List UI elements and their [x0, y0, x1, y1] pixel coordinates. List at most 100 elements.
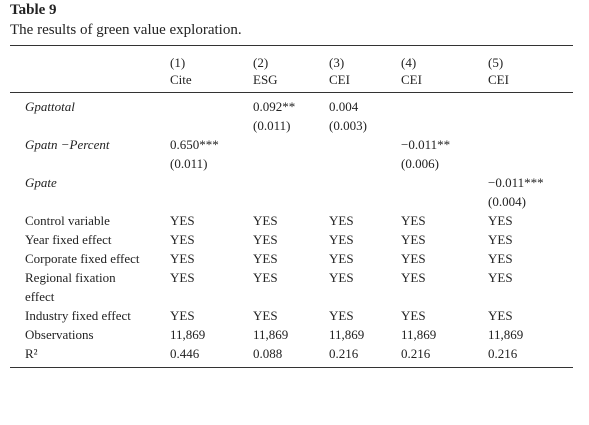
header-line: Cite	[170, 72, 192, 87]
cell-line: 0.650***	[170, 137, 219, 152]
table-cell	[170, 173, 253, 211]
header-cell: (2) ESG	[253, 46, 329, 93]
table-cell: YES	[170, 211, 253, 230]
table-title: Table 9	[10, 2, 57, 18]
table-cell	[329, 135, 401, 173]
table-cell	[488, 135, 573, 173]
row-label-text: Gpate	[25, 175, 57, 190]
table-cell: 0.004 (0.003)	[329, 93, 401, 136]
cell-line: YES	[488, 213, 513, 228]
row-label: Corporate fixed effect	[10, 249, 170, 268]
table-cell: YES	[329, 249, 401, 268]
header-cell: (5) CEI	[488, 46, 573, 93]
header-line: ESG	[253, 72, 278, 87]
table-cell: YES	[170, 268, 253, 306]
table-cell: 11,869	[329, 325, 401, 344]
results-table: (1) Cite (2) ESG (3) CEI (4) CEI (5) CEI Gpattota…	[10, 45, 573, 368]
cell-line: YES	[253, 251, 278, 266]
cell-line: YES	[488, 308, 513, 323]
cell-line: YES	[253, 270, 278, 285]
cell-line: −0.011***	[488, 175, 544, 190]
table-cell: YES	[488, 249, 573, 268]
row-label: Observations	[10, 325, 170, 344]
cell-line: 11,869	[401, 327, 437, 342]
cell-line: YES	[253, 213, 278, 228]
cell-line: YES	[488, 251, 513, 266]
cell-line: 11,869	[170, 327, 206, 342]
cell-line: YES	[170, 232, 195, 247]
cell-line: YES	[329, 251, 354, 266]
row-label: Industry fixed effect	[10, 306, 170, 325]
cell-line: 11,869	[253, 327, 289, 342]
header-line: CEI	[329, 72, 350, 87]
cell-line: 0.216	[488, 346, 518, 361]
table-row: Gpatn −Percent 0.650*** (0.011) −0.011** (0.…	[10, 135, 573, 173]
header-cell: (3) CEI	[329, 46, 401, 93]
cell-line: YES	[401, 251, 426, 266]
table-cell: 0.216	[488, 344, 573, 368]
cell-line: −0.011**	[401, 137, 451, 152]
row-label-text: Gpatn −Percent	[25, 137, 110, 152]
cell-line: YES	[253, 308, 278, 323]
table-cell: −0.011** (0.006)	[401, 135, 488, 173]
cell-line: (0.004)	[488, 194, 526, 209]
table-cell: 0.088	[253, 344, 329, 368]
table-cell: YES	[253, 268, 329, 306]
table-body: Gpattotal 0.092** (0.011) 0.004 (0.003) Gpatn…	[10, 93, 573, 368]
cell-line: YES	[329, 232, 354, 247]
cell-line: 0.088	[253, 346, 283, 361]
header-line: (1)	[170, 55, 186, 70]
table-cell: −0.011*** (0.004)	[488, 173, 573, 211]
table-cell	[401, 93, 488, 136]
header-cell: (4) CEI	[401, 46, 488, 93]
row-label: Gpate	[10, 173, 170, 211]
header-line: (4)	[401, 55, 417, 70]
cell-line: 11,869	[329, 327, 365, 342]
table-cell: YES	[401, 268, 488, 306]
table-row: Gpattotal 0.092** (0.011) 0.004 (0.003)	[10, 93, 573, 136]
table-cell	[253, 173, 329, 211]
cell-line: YES	[253, 232, 278, 247]
table-cell: YES	[253, 211, 329, 230]
table-row: Corporate fixed effect YES YES YES YES YES	[10, 249, 573, 268]
table-row: Year fixed effect YES YES YES YES YES	[10, 230, 573, 249]
table-cell: YES	[401, 211, 488, 230]
cell-line: YES	[170, 308, 195, 323]
table-row: Observations 11,869 11,869 11,869 11,869 11,8…	[10, 325, 573, 344]
cell-line: 11,869	[488, 327, 524, 342]
table-cell	[329, 173, 401, 211]
row-label-text: Control variable	[25, 213, 110, 228]
cell-line: YES	[329, 270, 354, 285]
cell-line: YES	[401, 213, 426, 228]
header-cell	[10, 46, 170, 93]
table-cell: YES	[401, 230, 488, 249]
table-cell	[488, 93, 573, 136]
row-label: Year fixed effect	[10, 230, 170, 249]
cell-line: YES	[170, 251, 195, 266]
cell-line: 0.446	[170, 346, 200, 361]
row-label: Regional fixation effect	[10, 268, 170, 306]
cell-line: YES	[488, 270, 513, 285]
header-line: CEI	[488, 72, 509, 87]
table-cell: 0.216	[329, 344, 401, 368]
table-cell: 0.446	[170, 344, 253, 368]
table-cell: YES	[329, 230, 401, 249]
table-cell: YES	[329, 211, 401, 230]
cell-line: YES	[401, 308, 426, 323]
cell-line: 0.216	[401, 346, 431, 361]
table-cell: YES	[488, 230, 573, 249]
row-label-text: Industry fixed effect	[25, 308, 131, 323]
table-cell: 11,869	[170, 325, 253, 344]
row-label-text: Regional fixation effect	[25, 270, 116, 304]
table-cell: 0.216	[401, 344, 488, 368]
cell-line: YES	[329, 308, 354, 323]
table-row: Industry fixed effect YES YES YES YES YES	[10, 306, 573, 325]
table-cell: YES	[488, 306, 573, 325]
table-cell: 11,869	[488, 325, 573, 344]
table-cell: YES	[253, 230, 329, 249]
table-cell: YES	[253, 306, 329, 325]
cell-line: YES	[488, 232, 513, 247]
header-line: CEI	[401, 72, 422, 87]
table-cell: YES	[329, 268, 401, 306]
